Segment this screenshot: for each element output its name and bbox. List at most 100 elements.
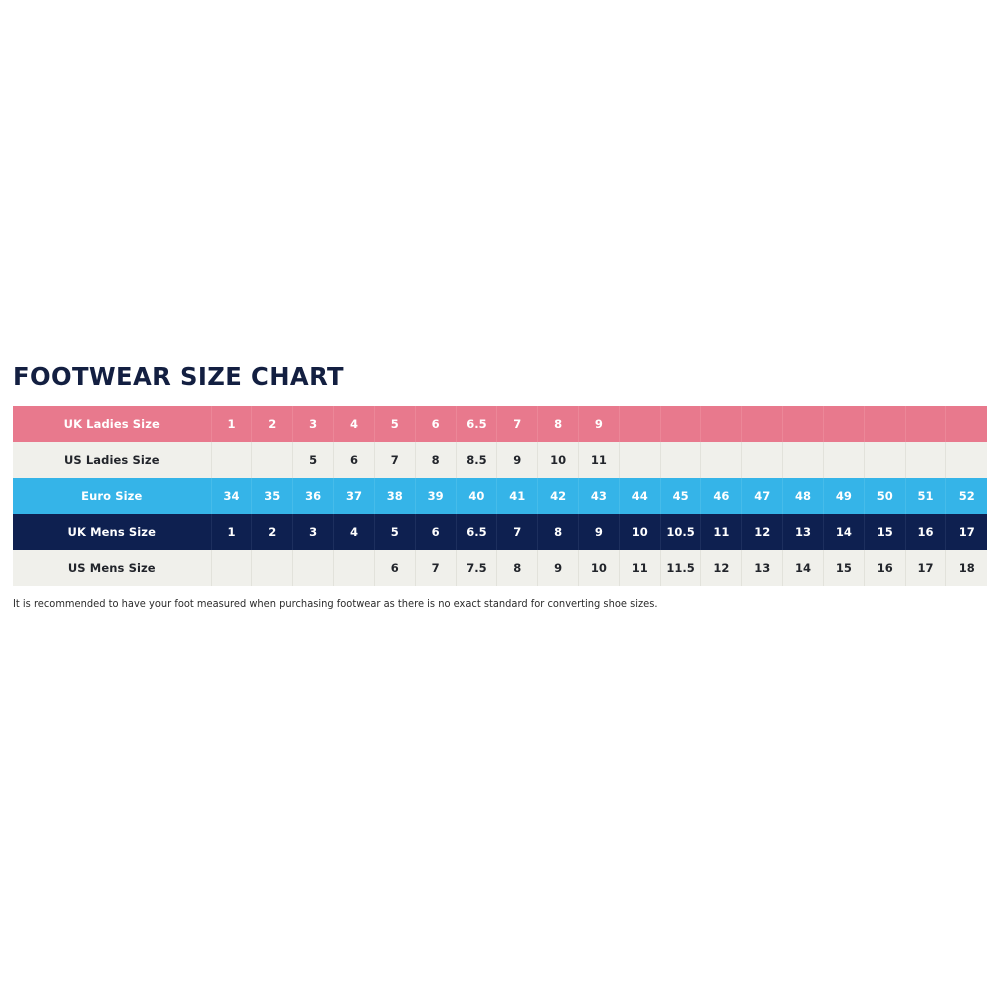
- table-cell: 8: [537, 514, 579, 550]
- table-cell: 43: [578, 478, 620, 514]
- table-cell: 11: [700, 514, 743, 550]
- table-cell: 17: [905, 550, 947, 586]
- table-cell: 52: [945, 478, 987, 514]
- table-cell: 44: [619, 478, 661, 514]
- table-cell: [292, 550, 335, 586]
- table-cell: 2: [251, 406, 294, 442]
- table-cell: 36: [292, 478, 335, 514]
- table-cell: 6.5: [456, 406, 498, 442]
- table-cell: [211, 442, 253, 478]
- table-cell: [333, 550, 375, 586]
- table-cell: 40: [456, 478, 498, 514]
- table-cell: [660, 406, 702, 442]
- table-cell: [905, 442, 947, 478]
- table-cell: 9: [578, 514, 620, 550]
- table-cell: [864, 406, 906, 442]
- table-cell: 10.5: [660, 514, 702, 550]
- table-cell: 14: [782, 550, 824, 586]
- table-body: UK Ladies Size 1 2 3 4 5 6 6.5 7 8 9 US Ladies Size…: [13, 406, 987, 586]
- table-cell: 7.5: [456, 550, 498, 586]
- table-cell: [782, 442, 824, 478]
- table-cell: [782, 406, 824, 442]
- table-cell: 42: [537, 478, 579, 514]
- row-label: US Mens Size: [13, 550, 212, 586]
- table-cell: 17: [945, 514, 987, 550]
- table-cell: 6: [415, 514, 457, 550]
- table-cell: 34: [211, 478, 253, 514]
- table-cell: 8: [415, 442, 457, 478]
- table-cell: [823, 406, 865, 442]
- table-cell: 15: [864, 514, 906, 550]
- table-cell: 11.5: [660, 550, 702, 586]
- table-cell: 35: [251, 478, 294, 514]
- table-cell: 7: [415, 550, 457, 586]
- table-cell: [251, 442, 294, 478]
- table-cell: 10: [578, 550, 620, 586]
- table-cell: 7: [374, 442, 416, 478]
- footwear-size-table: UK Ladies Size 1 2 3 4 5 6 6.5 7 8 9 US Ladies Size…: [13, 406, 987, 586]
- table-cell: 41: [496, 478, 539, 514]
- row-label: Euro Size: [13, 478, 212, 514]
- table-cell: [741, 442, 784, 478]
- table-cell: 4: [333, 406, 375, 442]
- footwear-size-chart-block: FOOTWEAR SIZE CHART UK Ladies Size 1 2 3 4 5 6…: [13, 362, 987, 611]
- table-cell: 51: [905, 478, 947, 514]
- table-cell: [741, 406, 784, 442]
- table-cell: 6: [333, 442, 375, 478]
- table-cell: 10: [537, 442, 579, 478]
- table-cell: 7: [496, 406, 539, 442]
- table-cell: [945, 442, 987, 478]
- table-cell: 39: [415, 478, 457, 514]
- table-row: Euro Size 34 35 36 37 38 39 40 41 42 43 44 45 46 47 48 4…: [13, 478, 987, 514]
- table-cell: 1: [211, 406, 253, 442]
- table-cell: 2: [251, 514, 294, 550]
- table-cell: 13: [741, 550, 784, 586]
- table-cell: 8: [537, 406, 579, 442]
- table-cell: [823, 442, 865, 478]
- table-cell: 46: [700, 478, 743, 514]
- table-cell: 37: [333, 478, 375, 514]
- table-cell: 6: [374, 550, 416, 586]
- table-cell: 16: [905, 514, 947, 550]
- table-cell: 50: [864, 478, 906, 514]
- table-cell: 8.5: [456, 442, 498, 478]
- table-cell: 1: [211, 514, 253, 550]
- table-cell: 14: [823, 514, 865, 550]
- table-cell: 3: [292, 406, 335, 442]
- row-label: US Ladies Size: [13, 442, 212, 478]
- table-cell: 11: [578, 442, 620, 478]
- table-row: US Mens Size 6 7 7.5 8 9 10 11 11.5 12 13 14 15 16 17 1…: [13, 550, 987, 586]
- table-row: UK Mens Size 1 2 3 4 5 6 6.5 7 8 9 10 10.5 11 12 13 14 15…: [13, 514, 987, 550]
- table-cell: 18: [945, 550, 987, 586]
- table-cell: 8: [496, 550, 539, 586]
- table-cell: 3: [292, 514, 335, 550]
- table-row: UK Ladies Size 1 2 3 4 5 6 6.5 7 8 9: [13, 406, 987, 442]
- table-cell: 5: [292, 442, 335, 478]
- table-cell: 47: [741, 478, 784, 514]
- table-cell: [945, 406, 987, 442]
- table-cell: [619, 442, 661, 478]
- footnote-text: It is recommended to have your foot meas…: [13, 598, 658, 610]
- table-cell: 4: [333, 514, 375, 550]
- row-label: UK Ladies Size: [13, 406, 212, 442]
- table-cell: 9: [578, 406, 620, 442]
- table-cell: [700, 442, 743, 478]
- table-cell: [660, 442, 702, 478]
- table-row: US Ladies Size 5 6 7 8 8.5 9 10 11: [13, 442, 987, 478]
- table-cell: 9: [496, 442, 539, 478]
- table-cell: 5: [374, 406, 416, 442]
- table-cell: [905, 406, 947, 442]
- table-cell: [211, 550, 253, 586]
- table-cell: 10: [619, 514, 661, 550]
- table-cell: 5: [374, 514, 416, 550]
- table-cell: [251, 550, 294, 586]
- page-title: FOOTWEAR SIZE CHART: [13, 362, 344, 391]
- table-cell: [864, 442, 906, 478]
- table-cell: 48: [782, 478, 824, 514]
- table-cell: 45: [660, 478, 702, 514]
- table-cell: [619, 406, 661, 442]
- table-cell: 38: [374, 478, 416, 514]
- table-cell: 13: [782, 514, 824, 550]
- table-cell: 15: [823, 550, 865, 586]
